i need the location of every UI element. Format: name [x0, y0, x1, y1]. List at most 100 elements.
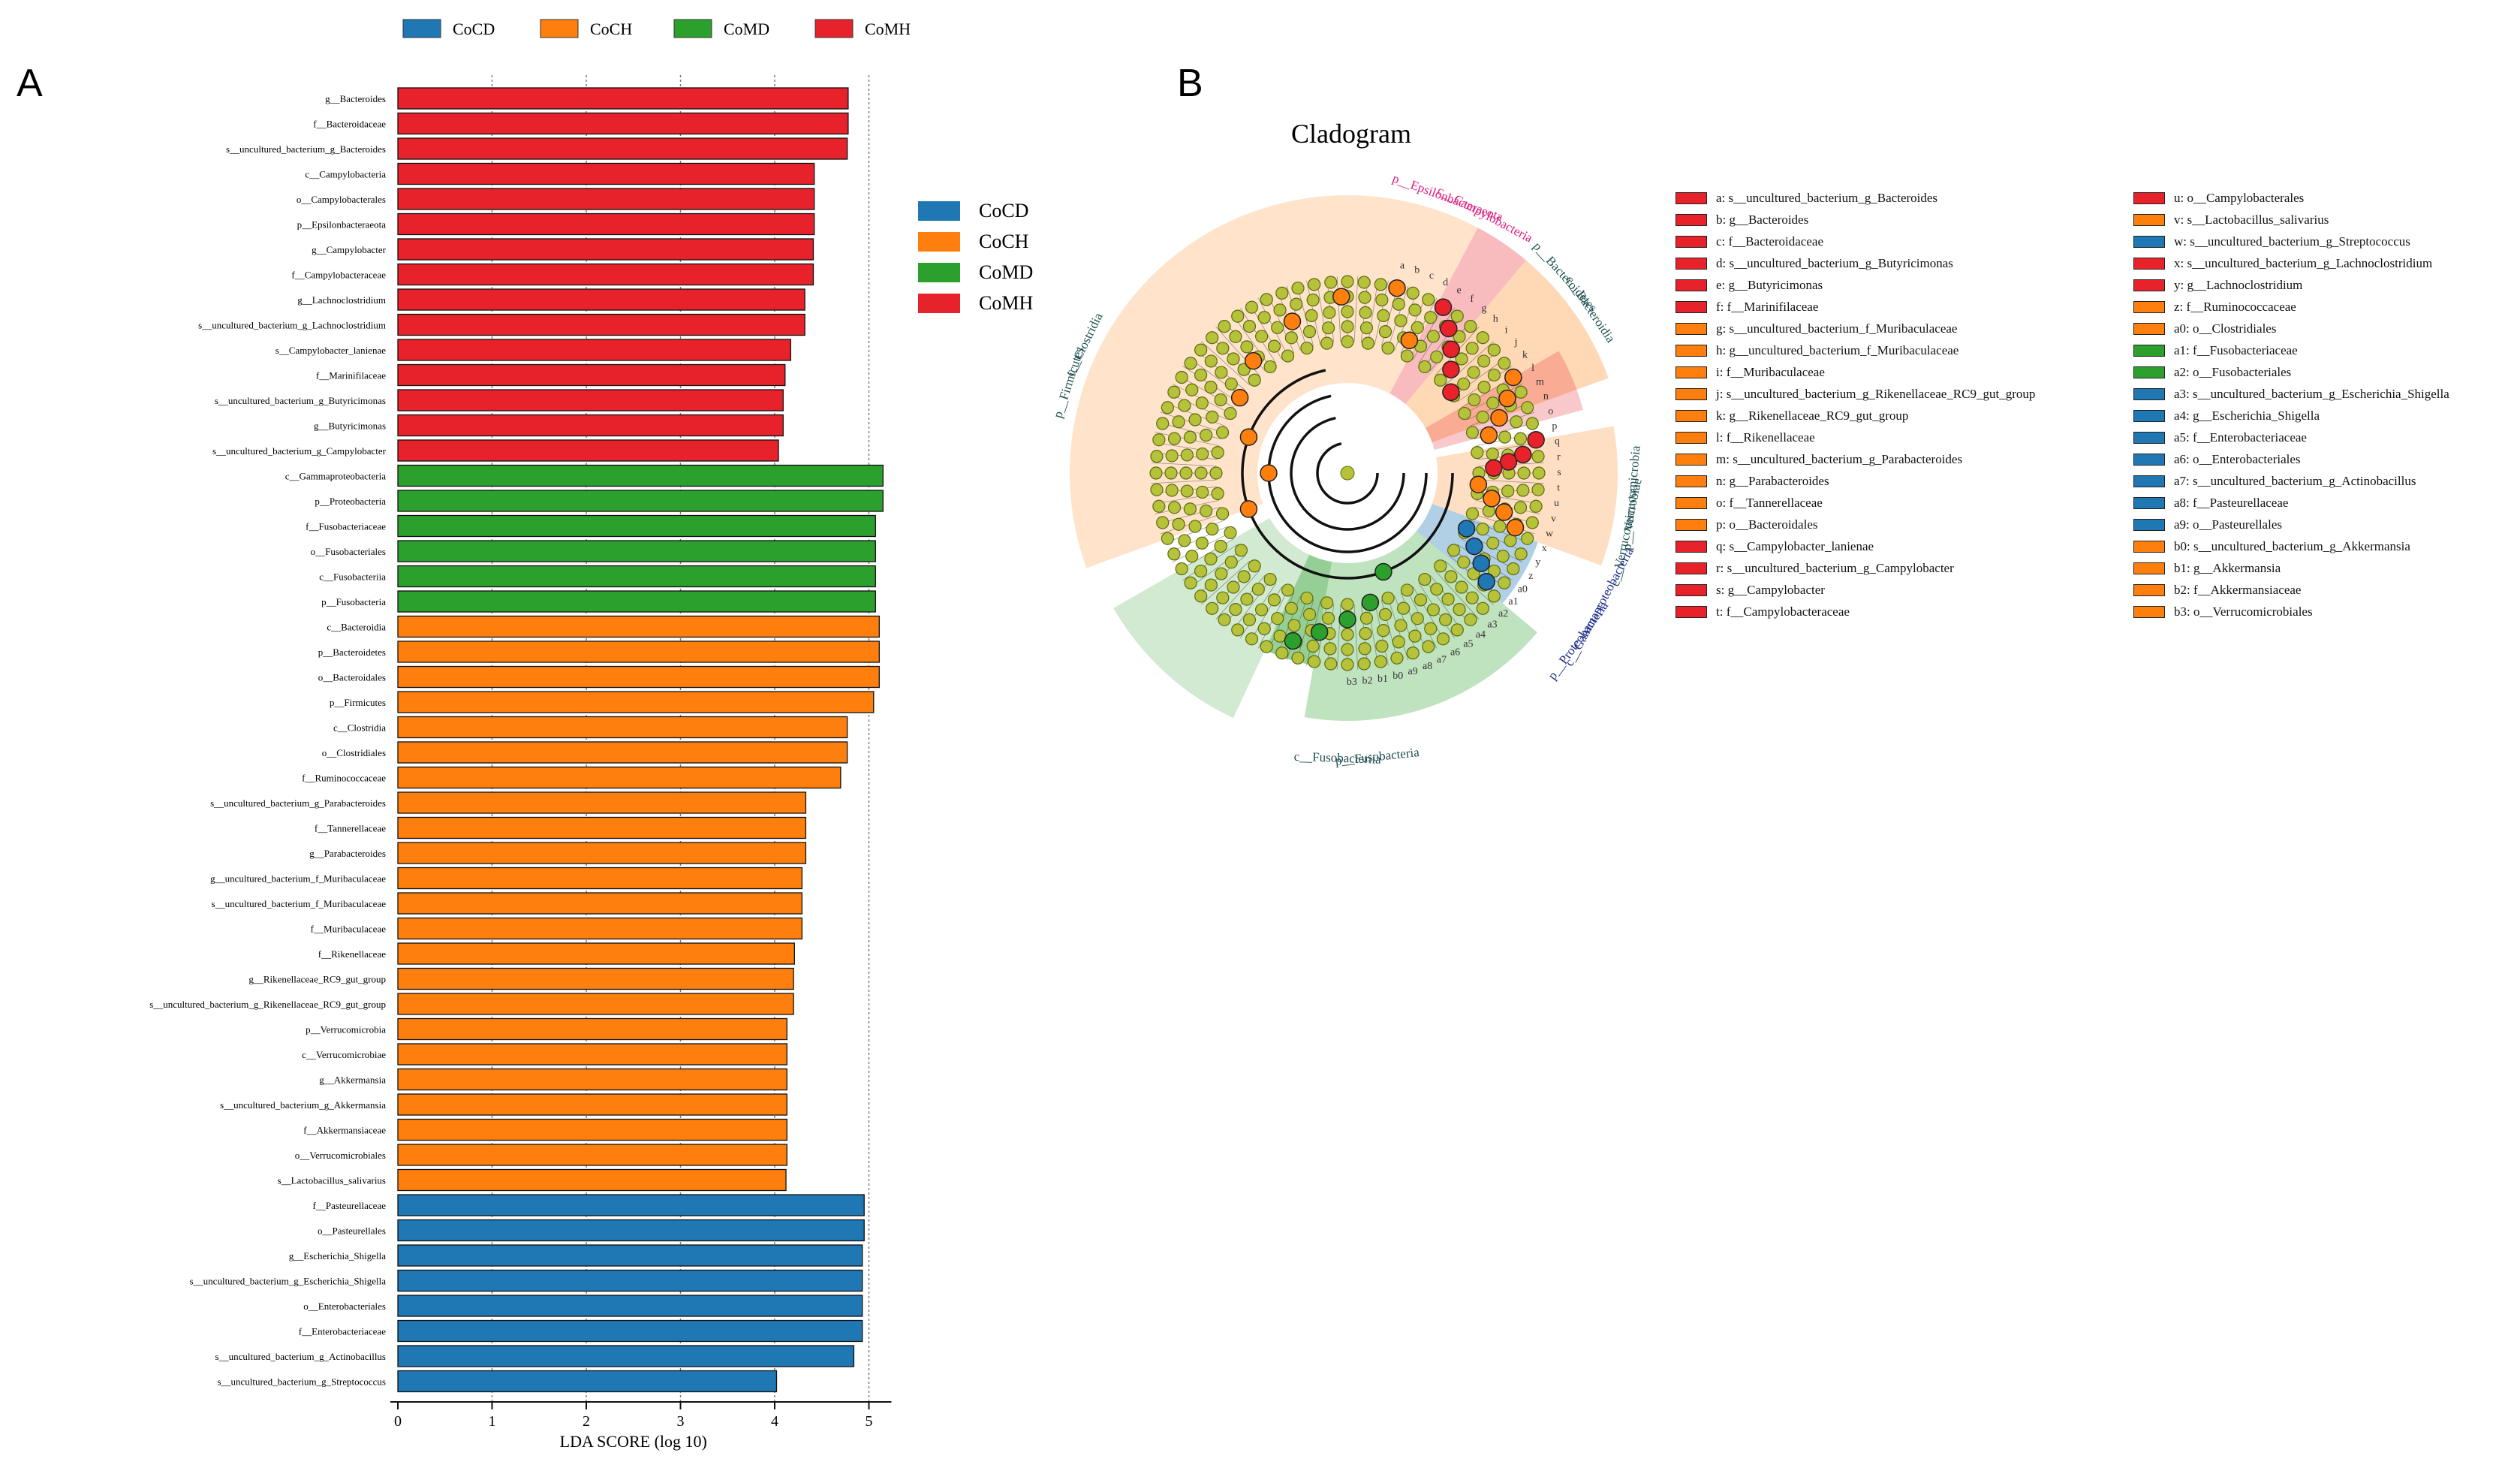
cladogram-legend-swatch — [2133, 258, 2165, 270]
cladogram-legend-text: b3: o__Verrucomicrobiales — [2174, 604, 2313, 619]
bar — [397, 993, 794, 1015]
tree-node — [1408, 629, 1422, 643]
cladogram-legend-swatch — [1675, 258, 1707, 270]
tree-node — [1320, 596, 1334, 610]
cladogram-legend-text: l: f__Rikenellaceae — [1716, 430, 1815, 445]
tree-node — [1510, 415, 1523, 429]
cladogram-legend-swatch — [1675, 388, 1707, 400]
tree-branch — [1201, 560, 1251, 605]
cladogram-legend-swatch — [1675, 541, 1707, 553]
clade-node-letter: a2 — [1498, 608, 1508, 619]
bar-label: c__Bacteroidia — [327, 622, 386, 633]
tree-branch — [1435, 570, 1480, 619]
significant-node — [1483, 490, 1501, 508]
significant-node — [1442, 360, 1460, 378]
top-legend-label: CoMH — [865, 20, 911, 38]
cladogram-legend-text: w: s__uncultured_bacterium_g_Streptococc… — [2174, 234, 2410, 249]
tree-node — [1321, 321, 1335, 335]
cladogram-legend-swatch — [2133, 366, 2165, 378]
tree-node — [1381, 591, 1395, 605]
clade-node-letter: a — [1400, 261, 1405, 272]
significant-node — [1513, 445, 1532, 464]
tree-node — [1496, 550, 1510, 563]
tree-node — [1390, 651, 1404, 665]
bar-label: s__uncultured_bacterium_g_Actinobacillus — [215, 1351, 386, 1362]
bar — [397, 188, 815, 210]
bar — [397, 1319, 863, 1343]
significant-node — [1472, 554, 1490, 572]
tree-node — [1152, 433, 1166, 447]
bar — [397, 1093, 787, 1116]
tree-node — [1224, 556, 1238, 569]
cladogram-legend-swatch — [2133, 475, 2165, 487]
clade-node-letter: f — [1470, 294, 1474, 305]
bar-label: p__Epsilonbacteraeota — [297, 219, 387, 231]
significant-node — [1504, 368, 1522, 387]
significant-node — [1361, 593, 1380, 612]
tree-node — [1531, 450, 1545, 463]
clade-node-letter: s — [1557, 467, 1561, 478]
cladogram-legend-text: b: g__Bacteroides — [1716, 213, 1809, 227]
bar-label: c__Campylobacteria — [305, 169, 386, 180]
cladogram-legend-swatch — [2133, 432, 2165, 444]
cladogram-legend-swatch — [1675, 562, 1707, 574]
tree-node — [1178, 534, 1191, 547]
bar — [397, 766, 842, 789]
cladogram-legend-text: h: g__uncultured_bacterium_f_Muribaculac… — [1716, 343, 1959, 357]
tree-node — [1248, 559, 1261, 573]
tree-node — [1426, 603, 1440, 616]
x-tick-label: 5 — [866, 1413, 873, 1430]
tree-node — [1517, 466, 1531, 480]
bar — [397, 137, 848, 160]
tree-node — [1487, 589, 1501, 603]
cladogram-legend-text: j: s__uncultured_bacterium_g_Rikenellace… — [1716, 387, 2036, 401]
tree-node — [1498, 357, 1511, 370]
tree-node — [1486, 396, 1500, 410]
cladogram-legend-text: b1: g__Akkermansia — [2174, 561, 2281, 575]
clade-node-letter: c — [1429, 270, 1434, 282]
bar-label: p__Bacteroidetes — [318, 647, 386, 658]
cladogram-legend-item: c: f__Bacteroidaceae — [1675, 231, 1823, 252]
tree-branch — [1151, 462, 1217, 467]
tree-node — [1487, 343, 1501, 357]
tree-node — [1426, 330, 1440, 343]
tree-node — [1183, 502, 1197, 516]
bar-label: p__Fusobacteria — [321, 596, 386, 607]
cladogram-legend-swatch — [2133, 388, 2165, 400]
tree-node — [1251, 583, 1265, 596]
tree-node — [1441, 592, 1455, 606]
clade-node-letter: b3 — [1347, 677, 1357, 688]
tree-node — [1284, 331, 1298, 345]
clade-node-letter: b0 — [1392, 671, 1403, 682]
clade-node-letter: i — [1505, 325, 1508, 336]
cladogram-legend-text: q: s__Campylobacter_lanienae — [1716, 539, 1874, 553]
cladogram-legend-item: a2: o__Fusobacteriales — [2133, 362, 2291, 383]
tree-node — [1224, 526, 1237, 540]
bar-label: g__uncultured_bacterium_f_Muribaculaceae — [210, 873, 386, 885]
tree-node — [1281, 583, 1295, 597]
tree-node — [1211, 487, 1224, 500]
clade-node-letter: r — [1557, 451, 1561, 463]
cladogram-legend-item: t: f__Campylobacteraceae — [1675, 601, 1850, 622]
tree-node — [1180, 484, 1194, 498]
bar — [397, 1219, 865, 1242]
tree-node — [1359, 306, 1372, 319]
tree-node — [1194, 564, 1208, 578]
top-legend-swatch — [673, 19, 712, 38]
clade-node-letter: k — [1522, 349, 1528, 360]
tree-node — [1245, 632, 1259, 646]
bar-legend-swatch — [918, 232, 960, 252]
bar — [397, 1017, 787, 1041]
tree-node — [1455, 352, 1468, 366]
tree-node — [1257, 311, 1271, 324]
significant-node — [1283, 312, 1302, 330]
bar-label: o__Clostridiales — [322, 747, 386, 758]
bar — [397, 615, 880, 638]
bar-legend-swatch — [918, 263, 960, 282]
top-legend-label: CoCH — [590, 20, 632, 38]
tree-node — [1245, 300, 1259, 314]
tree-node — [1161, 532, 1174, 545]
tree-node — [1234, 544, 1248, 557]
significant-node — [1498, 389, 1516, 408]
bar-label: s__uncultured_bacterium_g_Bacteroides — [226, 143, 386, 155]
